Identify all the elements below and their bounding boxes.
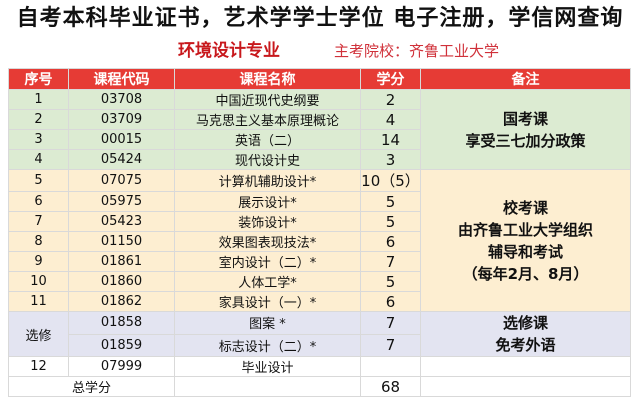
table-row: 1 03708 中国近现代史纲要 2 国考课 享受三七加分政策 [8, 89, 631, 170]
cell-name: 家具设计（一）* [174, 291, 361, 312]
school-name: 主考院校：齐鲁工业大学 [334, 42, 500, 60]
cell-credit: 7 [360, 251, 421, 272]
total-value: 68 [360, 376, 421, 397]
cell-credit: 3 [360, 149, 421, 170]
cell-credit: 4 [360, 109, 421, 130]
cell-name: 现代设计史 [174, 149, 361, 170]
cell-code: 05424 [68, 149, 175, 170]
page-headline: 自考本科毕业证书，艺术学学士学位 电子注册，学信网查询 [16, 6, 624, 31]
cell-no: 7 [8, 211, 69, 232]
cell-credit [360, 356, 421, 377]
note-national: 国考课 享受三七加分政策 [420, 89, 631, 170]
col-header-code: 课程代码 [68, 68, 175, 90]
cell-code: 03708 [68, 89, 175, 110]
cell-no: 4 [8, 149, 69, 170]
cell-credit: 6 [360, 291, 421, 312]
cell-name: 毕业设计 [174, 356, 361, 377]
cell-credit: 2 [360, 89, 421, 110]
total-row: 总学分 68 [8, 376, 631, 397]
cell-note-empty [420, 356, 631, 377]
cell-no: 10 [8, 271, 69, 292]
table-row: 5 07075 计算机辅助设计* 10（5） 校考课 由齐鲁工业大学组织 辅导和… [8, 169, 631, 312]
cell-no: 1 [8, 89, 69, 110]
cell-name: 人体工学* [174, 271, 361, 292]
table-row: 6 05975 展示设计* 5 [8, 191, 631, 212]
table-row: 9 01861 室内设计（二）* 7 [8, 251, 631, 272]
cell-code: 01861 [68, 251, 175, 272]
cell-no: 12 [8, 356, 69, 377]
cell-credit: 7 [360, 333, 421, 357]
table-header-row: 序号 课程代码 课程名称 学分 备注 [8, 68, 631, 90]
cell-name: 装饰设计* [174, 211, 361, 232]
cell-name: 计算机辅助设计* [174, 169, 361, 192]
cell-name: 展示设计* [174, 191, 361, 212]
cell-name: 效果图表现技法* [174, 231, 361, 252]
note-school-exam: 校考课 由齐鲁工业大学组织 辅导和考试 （每年2月、8月） [420, 169, 631, 312]
cell-code: 00015 [68, 129, 175, 150]
cell-credit: 14 [360, 129, 421, 150]
cell-name: 中国近现代史纲要 [174, 89, 361, 110]
table-row: 选修 01858 图案 * 7 选修课 免考外语 [8, 311, 631, 357]
course-table: 序号 课程代码 课程名称 学分 备注 1 03708 中国近现代史纲要 2 国考… [8, 68, 631, 397]
cell-credit: 5 [360, 271, 421, 292]
note-elective: 选修课 免考外语 [420, 311, 631, 357]
note-national-text: 国考课 享受三七加分政策 [465, 109, 586, 150]
note-elective-text: 选修课 免考外语 [495, 314, 556, 354]
cell-code: 01862 [68, 291, 175, 312]
cell-credit: 7 [360, 311, 421, 335]
table-row: 4 05424 现代设计史 3 [8, 149, 631, 170]
cell-credit: 6 [360, 231, 421, 252]
cell-name: 马克思主义基本原理概论 [174, 109, 361, 130]
cell-no: 2 [8, 109, 69, 130]
cell-name: 标志设计（二）* [174, 333, 361, 357]
col-header-note: 备注 [420, 68, 631, 90]
cell-code: 01858 [68, 311, 175, 335]
cell-name: 英语（二） [174, 129, 361, 150]
cell-code: 01150 [68, 231, 175, 252]
cell-credit: 10（5） [360, 169, 421, 192]
cell-no-elective: 选修 [8, 311, 69, 357]
cell-no: 9 [8, 251, 69, 272]
cell-code: 05423 [68, 211, 175, 232]
cell-credit: 5 [360, 211, 421, 232]
table-row: 3 00015 英语（二） 14 [8, 129, 631, 150]
cell-no: 6 [8, 191, 69, 212]
cell-no: 11 [8, 291, 69, 312]
col-header-credit: 学分 [360, 68, 421, 90]
table-row: 12 07999 毕业设计 [8, 356, 631, 377]
table-row: 11 01862 家具设计（一）* 6 [8, 291, 631, 312]
cell-code: 05975 [68, 191, 175, 212]
col-header-name: 课程名称 [174, 68, 361, 90]
cell-code: 07075 [68, 169, 175, 192]
subtitle-row: 环境设计专业 主考院校：齐鲁工业大学 [0, 38, 640, 64]
cell-empty [420, 376, 631, 397]
cell-code: 01859 [68, 333, 175, 357]
total-label: 总学分 [8, 376, 175, 397]
cell-code: 03709 [68, 109, 175, 130]
table-row: 10 01860 人体工学* 5 [8, 271, 631, 292]
cell-credit: 5 [360, 191, 421, 212]
cell-code: 01860 [68, 271, 175, 292]
cell-code: 07999 [68, 356, 175, 377]
table-row: 8 01150 效果图表现技法* 6 [8, 231, 631, 252]
table-row: 7 05423 装饰设计* 5 [8, 211, 631, 232]
note-school-exam-text: 校考课 由齐鲁工业大学组织 辅导和考试 （每年2月、8月） [457, 198, 593, 283]
cell-name: 室内设计（二）* [174, 251, 361, 272]
cell-no: 3 [8, 129, 69, 150]
cell-no: 5 [8, 169, 69, 192]
major-title: 环境设计专业 [178, 41, 280, 61]
cell-empty [174, 376, 361, 397]
cell-no: 8 [8, 231, 69, 252]
col-header-no: 序号 [8, 68, 69, 90]
cell-name: 图案 * [174, 311, 361, 335]
